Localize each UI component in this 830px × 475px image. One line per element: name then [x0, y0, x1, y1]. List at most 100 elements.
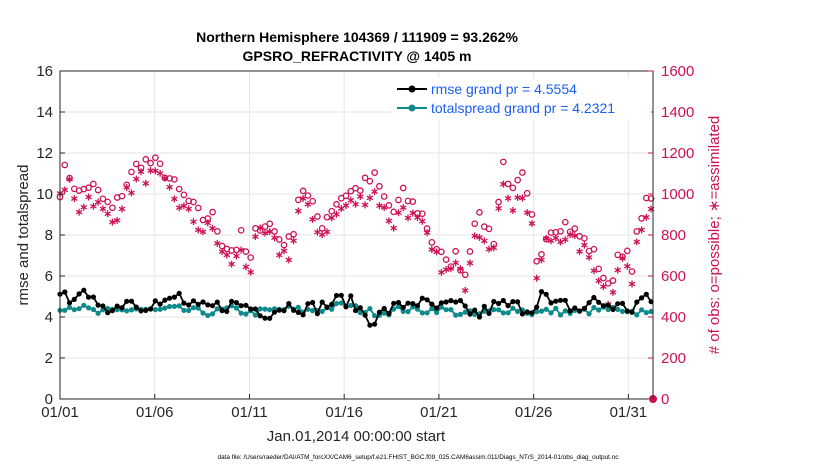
asterisk-stroke — [113, 218, 121, 223]
rmse-point — [324, 304, 330, 310]
asterisk-stroke — [342, 203, 350, 208]
asterisk-stroke — [156, 170, 164, 176]
asterisk-stroke — [614, 267, 622, 273]
obs-assimilated-point — [404, 214, 412, 222]
obs-possible-point — [623, 247, 631, 255]
asterisk-stroke — [247, 269, 255, 275]
asterisk-stroke — [204, 220, 212, 226]
rmse-point — [186, 302, 192, 308]
obs-possible-point — [209, 208, 216, 216]
totalspread-point — [443, 307, 449, 313]
obs-possible-point — [471, 220, 479, 228]
obs-assimilated-point — [99, 205, 107, 213]
totalspread-point — [548, 310, 554, 316]
asterisk-stroke — [414, 215, 421, 220]
obs-assimilated-point — [104, 210, 112, 218]
rmse-point — [119, 305, 125, 311]
obs-assimilated-point — [376, 202, 383, 210]
obs-assimilated-point — [628, 280, 636, 288]
obs-possible-point — [247, 254, 255, 261]
rmse-point — [386, 310, 392, 317]
rmse-point — [205, 302, 211, 308]
obs-assimilated-point — [309, 215, 316, 223]
obs-possible-point — [99, 195, 107, 203]
rmse-point — [472, 307, 478, 313]
rmse-point — [338, 292, 344, 298]
asterisk-stroke — [213, 241, 221, 246]
obs-assimilated-point — [576, 248, 583, 255]
obs-assimilated-point — [399, 204, 407, 212]
obs-assimilated-point — [633, 238, 641, 246]
rmse-point — [143, 307, 149, 313]
asterisk-stroke — [476, 235, 483, 240]
rmse-point — [538, 289, 545, 295]
rmse-point — [348, 293, 354, 299]
asterisk-stroke — [423, 230, 431, 236]
rmse-point — [519, 311, 526, 317]
obs-possible-point — [376, 182, 383, 190]
asterisk-stroke — [623, 263, 631, 269]
obs-assimilated-point — [433, 248, 440, 256]
x-tick-label: 01/21 — [420, 404, 458, 421]
rmse-point — [209, 303, 216, 309]
rmse-point — [148, 306, 154, 312]
asterisk-stroke — [609, 290, 617, 295]
asterisk-stroke — [452, 260, 460, 266]
obs-possible-point — [438, 248, 445, 256]
legend-rmse-label: rmse grand pr = 4.5554 — [431, 81, 577, 97]
totalspread-point — [186, 307, 192, 314]
asterisk-stroke — [352, 201, 359, 207]
obs-assimilated-point — [190, 218, 197, 226]
totalspread-point — [195, 305, 201, 311]
asterisk-stroke — [371, 189, 378, 194]
obs-assimilated-point — [94, 198, 102, 206]
asterisk-stroke — [271, 235, 278, 241]
rmse-point — [271, 309, 278, 315]
obs-possible-point — [523, 189, 531, 197]
asterisk-stroke — [61, 187, 69, 193]
x-tick-label: 01/16 — [325, 404, 363, 421]
asterisk-stroke — [376, 203, 383, 209]
obs-assimilated-point — [204, 219, 212, 227]
rmse-point — [548, 300, 554, 306]
y-right-tick-label: 1000 — [661, 186, 694, 203]
axis-ticks: 0 2 4 6 8 10 12 14 16 0 200 400 600 800 1000 1200 1400 16… — [36, 63, 694, 421]
totalspread-point — [562, 308, 568, 314]
obs-assimilated-point — [142, 179, 150, 187]
grid — [59, 70, 653, 400]
totalspread-point — [457, 311, 463, 317]
obs-possible-point — [366, 177, 374, 185]
obs-possible-point — [461, 271, 469, 279]
rmse-point — [105, 310, 111, 316]
totalspread-point — [372, 313, 378, 319]
obs-possible-point — [590, 245, 598, 253]
asterisk-stroke — [314, 229, 321, 235]
asterisk-stroke — [118, 206, 126, 212]
rmse-point — [90, 294, 96, 300]
rmse-point — [453, 299, 459, 305]
asterisk-stroke — [395, 210, 402, 216]
obs-assimilated-point — [228, 260, 235, 268]
obs-possible-point — [61, 161, 69, 169]
obs-assimilated-point — [261, 229, 269, 237]
rmse-point — [276, 307, 282, 313]
totalspread-point — [400, 308, 406, 314]
rmse-point — [543, 291, 549, 297]
asterisk-stroke — [361, 202, 369, 208]
asterisk-stroke — [252, 234, 259, 239]
rmse-point — [572, 305, 578, 311]
obs-assimilated-point — [342, 202, 350, 209]
asterisk-stroke — [399, 205, 407, 210]
obs-assimilated-point — [385, 217, 393, 225]
totalspread-point — [496, 307, 502, 313]
asterisk-stroke — [380, 205, 388, 210]
obs-assimilated-point — [609, 288, 617, 296]
obs-assimilated-point — [423, 229, 431, 237]
obs-possible-point — [333, 200, 340, 208]
totalspread-point — [619, 308, 626, 314]
asterisk-stroke — [237, 247, 245, 253]
totalspread-point — [510, 305, 516, 311]
asterisk-stroke — [595, 278, 603, 284]
asterisk-stroke — [633, 239, 641, 245]
totalspread-point — [152, 307, 158, 313]
